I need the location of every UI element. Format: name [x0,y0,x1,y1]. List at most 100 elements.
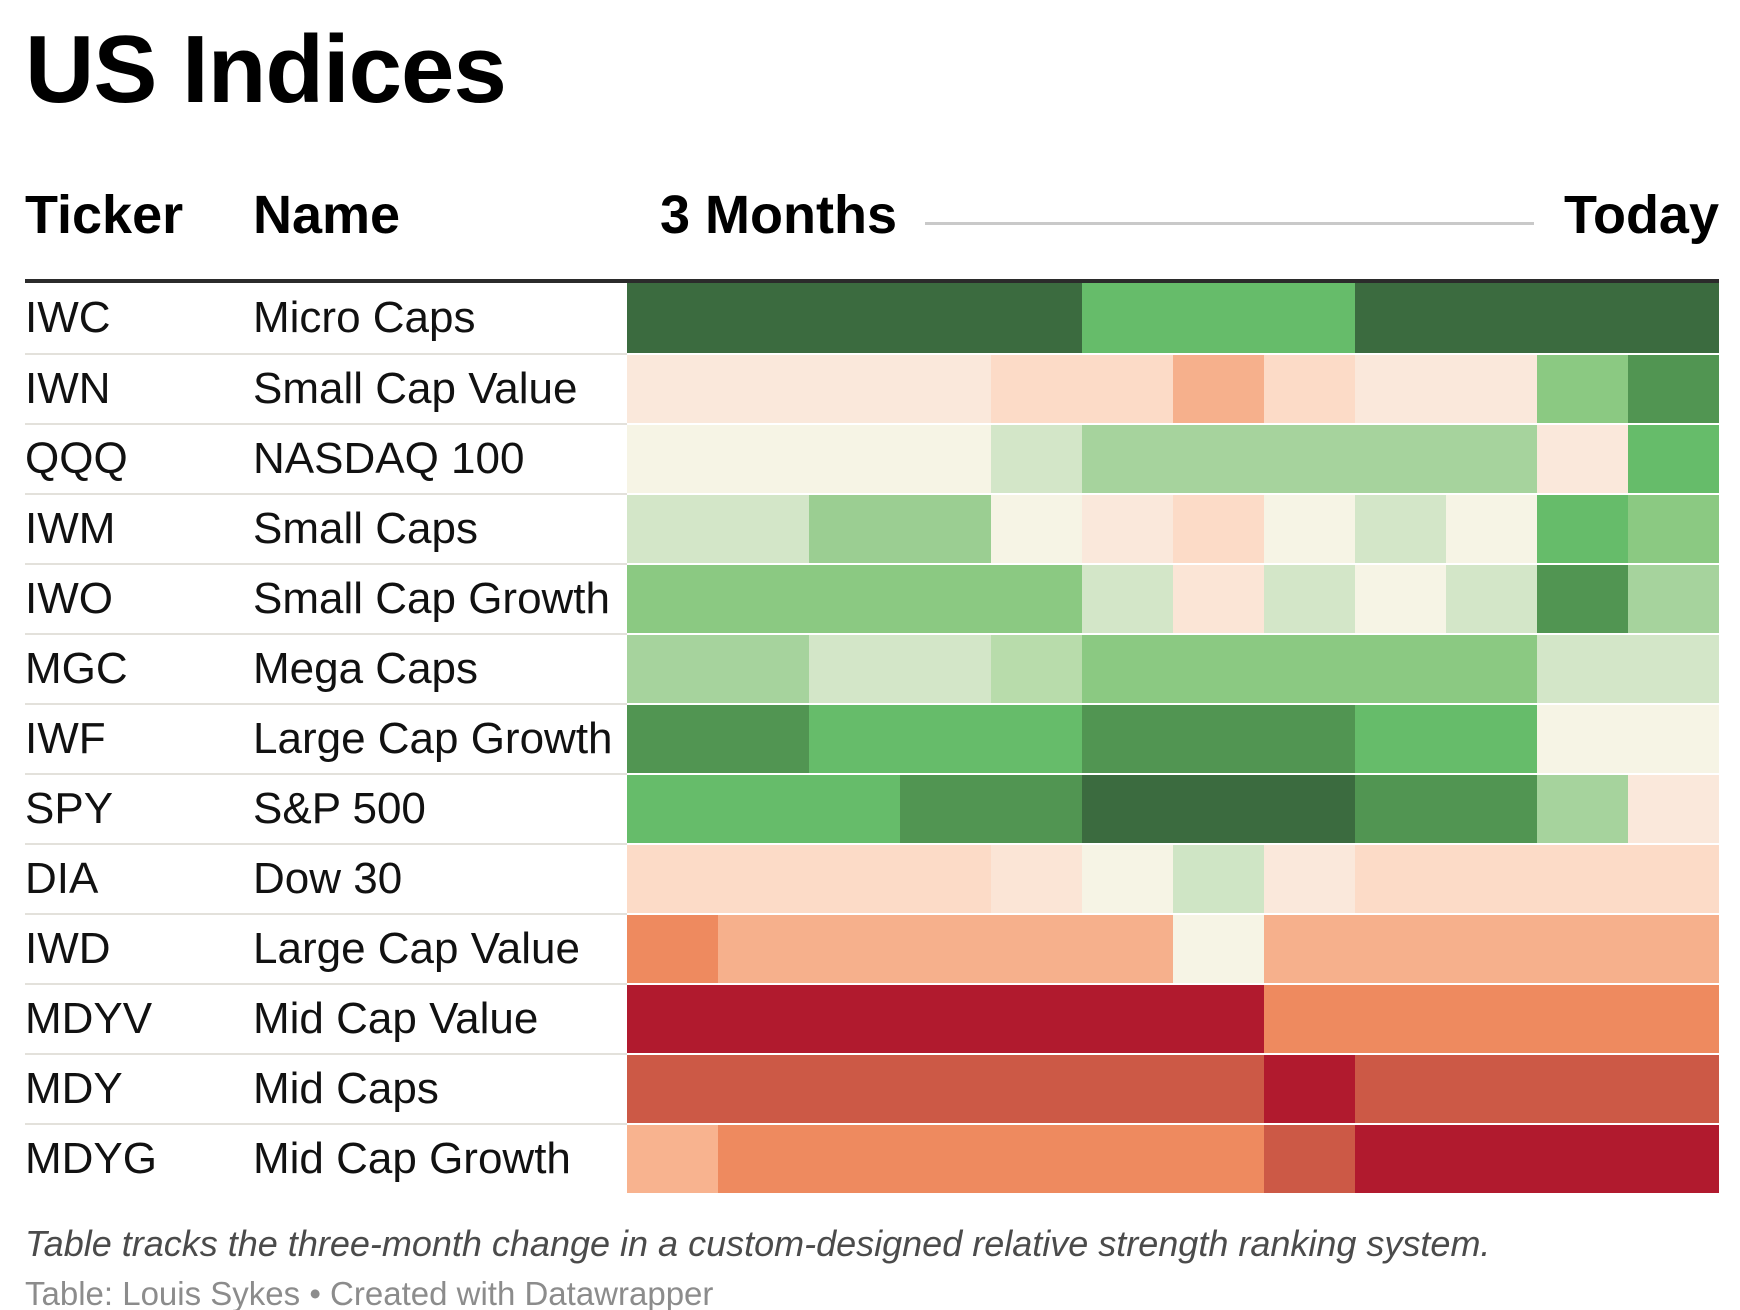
heatmap-cell [1082,495,1173,564]
ticker-cell: IWO [25,563,253,633]
ticker-cell: IWC [25,293,111,343]
heatmap-cell [1264,283,1355,354]
heatmap-cell [1355,495,1446,564]
heatmap-cell [718,635,809,704]
heatmap-cell [718,283,809,354]
heatmap-cell [1082,845,1173,914]
heatmap-cell [1446,495,1537,564]
heatmap-cell [627,495,718,564]
table-footnote: Table tracks the three-month change in a… [25,1223,1491,1265]
heatmap-cell [718,1055,809,1124]
name-cell: NASDAQ 100 [253,423,627,493]
header-ticker: Ticker [25,184,184,245]
heatmap-cell [991,705,1082,774]
heatmap-row [627,773,1719,844]
ticker-cell: QQQ [25,423,253,493]
table-row: SPY S&P 500 [25,773,1719,844]
heatmap-cell [1264,565,1355,634]
header-timeline-end: Today [1563,184,1719,245]
heatmap-cell [1537,635,1628,704]
heatmap-cell [1082,283,1173,354]
heatmap-row [627,423,1719,494]
heatmap-cell [627,1055,718,1124]
heatmap-cell [1446,775,1537,844]
heatmap-cell [1082,985,1173,1054]
heatmap-cell [991,1125,1082,1194]
heatmap-cell [718,845,809,914]
heatmap-cell [1537,705,1628,774]
heatmap-cell [1446,1125,1537,1194]
heatmap-cell [1173,1055,1264,1124]
heatmap-row [627,843,1719,914]
heatmap-cell [991,635,1082,704]
heatmap-cell [1082,705,1173,774]
heatmap-cell [1628,845,1719,914]
heatmap-cell [1446,705,1537,774]
heatmap-row [627,983,1719,1054]
heatmap-cell [900,1055,991,1124]
heatmap-cell [900,565,991,634]
heatmap-cell [1446,845,1537,914]
heatmap-cell [809,283,900,354]
header-name: Name [253,184,401,245]
heatmap-cell [718,565,809,634]
heatmap-cell [1628,1125,1719,1194]
heatmap-cell [900,985,991,1054]
heatmap-cell [991,915,1082,984]
heatmap-cell [1173,425,1264,494]
heatmap-cell [991,565,1082,634]
header-timeline-start: 3 Months [660,184,897,245]
name-cell: Mid Cap Value [253,983,627,1053]
heatmap-cell [809,635,900,704]
heatmap-cell [1446,425,1537,494]
heatmap-cell [1537,985,1628,1054]
name-cell: Small Cap Growth [253,563,627,633]
heatmap-cell [809,565,900,634]
heatmap-row [627,283,1719,354]
heatmap-cell [1628,775,1719,844]
table-header: Ticker Name 3 Months Today [25,184,1719,284]
heatmap-cell [1173,775,1264,844]
heatmap-cell [991,1055,1082,1124]
ticker-cell: IWD [25,913,253,983]
heatmap-cell [900,1125,991,1194]
heatmap-cell [1537,1055,1628,1124]
heatmap-cell [1446,985,1537,1054]
heatmap-cell [1082,775,1173,844]
heatmap-cell [1355,565,1446,634]
heatmap-cell [627,355,718,424]
heatmap-cell [1537,1125,1628,1194]
heatmap-cell [809,705,900,774]
heatmap-cell [1173,915,1264,984]
heatmap-cell [1355,1125,1446,1194]
heatmap-cell [1264,705,1355,774]
table-row: MDY Mid Caps [25,1053,1719,1124]
heatmap-cell [1173,705,1264,774]
ticker-cell: MDYG [25,1123,253,1193]
table-credit: Table: Louis Sykes • Created with Datawr… [25,1275,714,1310]
heatmap-cell [809,1125,900,1194]
table-row: IWD Large Cap Value [25,913,1719,984]
heatmap-cell [1173,565,1264,634]
heatmap-cell [809,495,900,564]
heatmap-cell [1537,283,1628,354]
heatmap-cell [1628,985,1719,1054]
heatmap-cell [627,915,718,984]
heatmap-cell [1264,915,1355,984]
heatmap-cell [991,355,1082,424]
table-row: MGC Mega Caps [25,633,1719,704]
heatmap-cell [1628,1055,1719,1124]
heatmap-cell [991,495,1082,564]
page: US Indices Ticker Name 3 Months Today IW… [0,18,1740,1310]
heatmap-cell [1264,845,1355,914]
heatmap-cell [1264,1125,1355,1194]
heatmap-cell [809,985,900,1054]
ticker-cell: IWF [25,703,253,773]
table-row: IWN Small Cap Value [25,353,1719,424]
heatmap-cell [718,985,809,1054]
heatmap-cell [627,565,718,634]
table-row: QQQ NASDAQ 100 [25,423,1719,494]
heatmap-cell [1355,705,1446,774]
heatmap-cell [1082,915,1173,984]
heatmap-cell [627,635,718,704]
